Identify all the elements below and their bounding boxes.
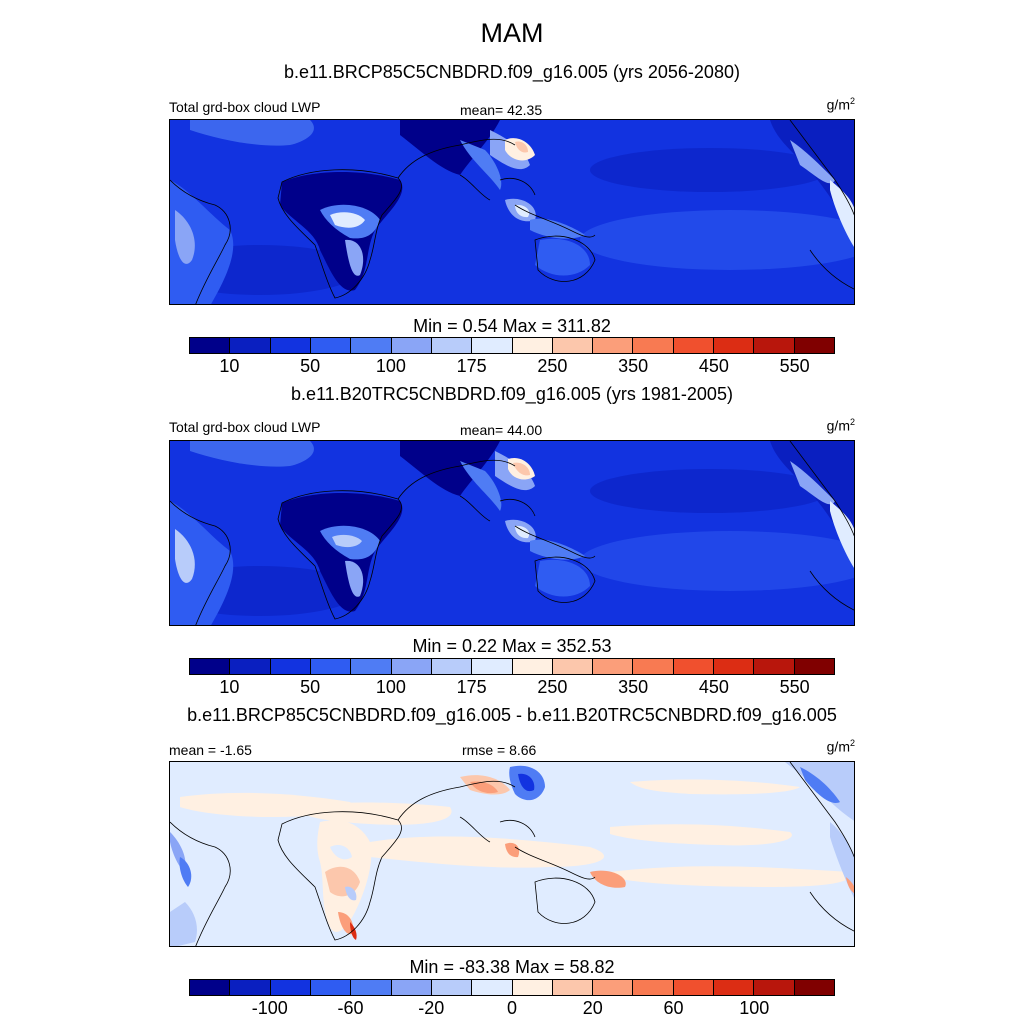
colorbar-swatch [794, 338, 834, 353]
colorbar-swatch [633, 338, 674, 353]
colorbar-swatch [351, 659, 392, 674]
colorbar-tick-label: 350 [618, 356, 649, 376]
panel-2-variable-label: Total grd-box cloud LWP [169, 419, 321, 435]
colorbar-swatch [310, 338, 352, 353]
colorbar-tick-label: 450 [698, 677, 729, 697]
colorbar-swatch [754, 338, 795, 353]
colorbar-tick-label: 10 [219, 356, 240, 376]
colorbar-swatch [714, 659, 755, 674]
colorbar-swatch [391, 338, 432, 353]
colorbar-tick-label: 60 [663, 998, 684, 1018]
colorbar-tick-label: 100 [739, 998, 770, 1018]
panel-1-units: g/m2 [826, 96, 855, 113]
figure-title: MAM [480, 18, 544, 48]
panel-2-map-field [170, 441, 854, 625]
colorbar-tick-label: 550 [779, 356, 810, 376]
panel-1-map [169, 119, 855, 305]
colorbar-swatch [472, 659, 513, 674]
panel-3-min-max: Min = -83.38 Max = 58.82 [409, 957, 615, 977]
colorbar-swatch [754, 659, 795, 674]
colorbar-swatch [593, 659, 634, 674]
colorbar-swatch [310, 980, 352, 995]
colorbar-swatch [190, 338, 231, 353]
colorbar-swatch [351, 980, 392, 995]
colorbar-tick-label: -60 [337, 998, 364, 1018]
panel-2-map [169, 440, 855, 626]
panel-2-colorbar [189, 658, 835, 675]
colorbar-swatch [714, 338, 755, 353]
panel-2-mean-label: mean= 44.00 [460, 422, 543, 438]
panel-2-min-max: Min = 0.22 Max = 352.53 [412, 636, 612, 656]
colorbar-swatch [512, 659, 553, 674]
colorbar-tick-label: 450 [698, 356, 729, 376]
colorbar-swatch [230, 980, 271, 995]
colorbar-swatch [593, 338, 634, 353]
panel-2-colorbar-ticks: 10 50 100 175 250 350 450 550 [189, 677, 835, 699]
colorbar-swatch [593, 980, 634, 995]
colorbar-tick-label: 175 [456, 677, 487, 697]
colorbar-swatch [512, 980, 553, 995]
colorbar-swatch [794, 980, 834, 995]
colorbar-swatch [431, 980, 473, 995]
colorbar-swatch [270, 338, 311, 353]
colorbar-swatch [190, 659, 231, 674]
panel-3-rmse-label: rmse = 8.66 [462, 742, 537, 758]
colorbar-swatch [633, 659, 674, 674]
colorbar-tick-label: 250 [537, 356, 568, 376]
colorbar-tick-label: 0 [506, 998, 518, 1018]
colorbar-tick-label: -20 [418, 998, 445, 1018]
panel-1-mean-label: mean= 42.35 [460, 102, 543, 118]
panel-1-min-max: Min = 0.54 Max = 311.82 [413, 316, 611, 336]
panel-3-mean-label: mean = -1.65 [169, 742, 252, 758]
panel-1-colorbar [189, 337, 835, 354]
colorbar-tick-label: 50 [300, 356, 321, 376]
panel-1-variable-label: Total grd-box cloud LWP [169, 99, 321, 115]
colorbar-swatch [351, 338, 392, 353]
colorbar-swatch [673, 980, 715, 995]
colorbar-tick-label: 100 [375, 677, 406, 697]
colorbar-swatch [552, 338, 594, 353]
panel-3-units: g/m2 [826, 738, 855, 755]
colorbar-tick-label: 175 [456, 356, 487, 376]
colorbar-swatch [270, 980, 311, 995]
colorbar-tick-label: 50 [300, 677, 321, 697]
colorbar-swatch [431, 338, 473, 353]
colorbar-tick-label: 350 [618, 677, 649, 697]
colorbar-swatch [552, 659, 594, 674]
panel-2-units: g/m2 [826, 417, 855, 434]
colorbar-swatch [190, 980, 231, 995]
colorbar-swatch [472, 338, 513, 353]
colorbar-swatch [552, 980, 594, 995]
colorbar-swatch [270, 659, 311, 674]
colorbar-tick-label: 550 [779, 677, 810, 697]
panel-3-map-field [170, 762, 854, 946]
panel-1-colorbar-ticks: 10 50 100 175 250 350 450 550 [189, 356, 835, 378]
colorbar-swatch [673, 659, 715, 674]
colorbar-tick-label: 100 [375, 356, 406, 376]
colorbar-swatch [633, 980, 674, 995]
colorbar-swatch [431, 659, 473, 674]
colorbar-swatch [754, 980, 795, 995]
panel-2-subtitle: b.e11.B20TRC5CNBDRD.f09_g16.005 (yrs 198… [291, 384, 733, 404]
colorbar-swatch [310, 659, 352, 674]
panel-3-colorbar [189, 979, 835, 996]
panel-3-map [169, 761, 855, 947]
panel-3-subtitle: b.e11.BRCP85C5CNBDRD.f09_g16.005 - b.e11… [187, 705, 837, 725]
colorbar-swatch [472, 980, 513, 995]
colorbar-swatch [230, 659, 271, 674]
colorbar-swatch [714, 980, 755, 995]
colorbar-swatch [794, 659, 834, 674]
colorbar-swatch [230, 338, 271, 353]
colorbar-swatch [512, 338, 553, 353]
panel-3-colorbar-ticks: -100 -60 -20 0 20 60 100 [189, 998, 835, 1020]
colorbar-swatch [391, 980, 432, 995]
colorbar-tick-label: 10 [219, 677, 240, 697]
panel-1-map-field [170, 120, 854, 304]
colorbar-tick-label: 20 [582, 998, 603, 1018]
colorbar-swatch [673, 338, 715, 353]
colorbar-tick-label: -100 [251, 998, 288, 1018]
colorbar-swatch [391, 659, 432, 674]
colorbar-tick-label: 250 [537, 677, 568, 697]
panel-1-subtitle: b.e11.BRCP85C5CNBDRD.f09_g16.005 (yrs 20… [284, 62, 740, 82]
